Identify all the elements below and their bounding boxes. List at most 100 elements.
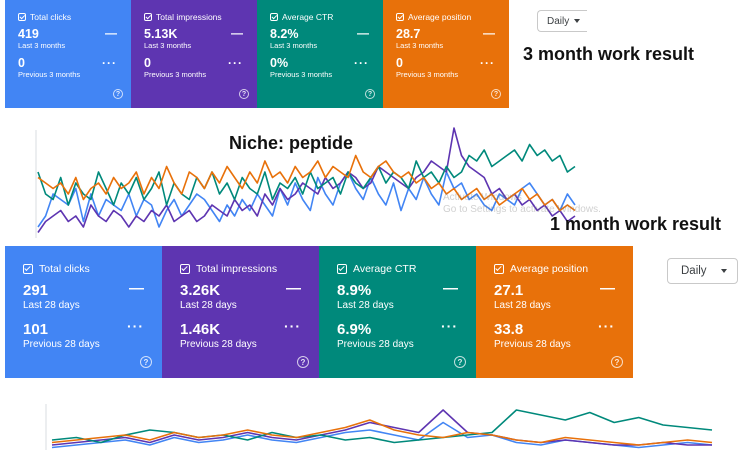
dashed-line-legend-icon: ···	[228, 56, 243, 70]
checkbox-checked-icon[interactable]	[337, 264, 347, 274]
performance-panel-28-days: Total clicks 291 Last 28 days 101 Previo…	[0, 240, 750, 450]
card-label: Total clicks	[39, 263, 90, 275]
card-period: Last 3 months	[18, 41, 66, 50]
card-label: Average position	[408, 12, 472, 22]
card-period: Last 3 months	[270, 41, 318, 50]
dashed-line-legend-icon: ···	[102, 56, 117, 70]
solid-line-legend-icon: —	[286, 280, 301, 297]
dashed-line-legend-icon: ···	[284, 318, 301, 334]
solid-line-legend-icon: —	[600, 280, 615, 297]
dashed-line-legend-icon: ···	[354, 56, 369, 70]
card-value: 419	[18, 27, 39, 41]
date-granularity-dropdown[interactable]: Daily	[667, 258, 738, 284]
help-icon[interactable]: ?	[239, 89, 249, 99]
dashed-line-legend-icon: ···	[441, 318, 458, 334]
card-period: Last 3 months	[396, 41, 444, 50]
annotation-1-month-result: 1 month work result	[550, 214, 722, 234]
card-period: Last 28 days	[23, 300, 80, 311]
series-line-impressions	[37, 127, 576, 233]
help-icon[interactable]: ?	[454, 356, 466, 368]
caret-down-icon	[574, 19, 580, 23]
metric-cards-28-days: Total clicks 291 Last 28 days 101 Previo…	[5, 246, 633, 378]
dropdown-value: Daily	[547, 15, 570, 27]
card-value: 5.13K	[144, 27, 178, 41]
card-total-clicks[interactable]: Total clicks 291 Last 28 days 101 Previo…	[5, 246, 162, 378]
card-prev-value: 0	[396, 56, 403, 70]
annotation-niche: Niche: peptide	[229, 133, 354, 153]
series-line-clicks	[37, 171, 576, 228]
help-icon[interactable]: ?	[365, 89, 375, 99]
solid-line-legend-icon: —	[129, 280, 144, 297]
card-prev-value: 1.46K	[180, 321, 221, 338]
card-average-ctr[interactable]: Average CTR 8.9% Last 28 days 6.9% Previ…	[319, 246, 476, 378]
card-value: 3.26K	[180, 282, 221, 299]
annotation-3-month-result: 3 month work result	[523, 44, 695, 64]
help-icon[interactable]: ?	[297, 356, 309, 368]
checkbox-checked-icon[interactable]	[23, 264, 33, 274]
card-prev-period: Previous 28 days	[494, 339, 571, 350]
solid-line-legend-icon: —	[231, 26, 243, 40]
card-label: Average position	[510, 263, 589, 275]
card-period: Last 28 days	[337, 300, 394, 311]
card-prev-period: Previous 3 months	[18, 70, 81, 79]
checkbox-checked-icon[interactable]	[494, 264, 504, 274]
dropdown-value: Daily	[681, 265, 707, 277]
card-prev-value: 0	[18, 56, 25, 70]
card-value: 8.2%	[270, 27, 299, 41]
card-label: Total clicks	[30, 12, 72, 22]
checkbox-checked-icon[interactable]	[144, 13, 152, 21]
card-average-position[interactable]: Average position 28.7 Last 3 months 0 Pr…	[383, 0, 509, 108]
date-granularity-dropdown[interactable]: Daily	[537, 10, 587, 32]
performance-chart-28-days	[45, 404, 713, 450]
help-icon[interactable]: ?	[611, 356, 623, 368]
windows-activation-watermark: Activate Windows Go to Settings to activ…	[443, 192, 601, 216]
card-prev-value: 0	[144, 56, 151, 70]
card-label: Total impressions	[156, 12, 222, 22]
card-prev-period: Previous 28 days	[23, 339, 100, 350]
watermark-line2: Go to Settings to activate Windows.	[443, 204, 601, 215]
dashed-line-legend-icon: ···	[598, 318, 615, 334]
card-period: Last 3 months	[144, 41, 192, 50]
solid-line-legend-icon: —	[443, 280, 458, 297]
checkbox-checked-icon[interactable]	[180, 264, 190, 274]
card-period: Last 28 days	[180, 300, 237, 311]
series-line-clicks	[51, 421, 713, 449]
help-icon[interactable]: ?	[491, 89, 501, 99]
watermark-line1: Activate Windows	[443, 192, 522, 203]
solid-line-legend-icon: —	[483, 26, 495, 40]
card-total-clicks[interactable]: Total clicks 419 Last 3 months 0 Previou…	[5, 0, 131, 108]
card-value: 27.1	[494, 282, 524, 299]
card-average-ctr[interactable]: Average CTR 8.2% Last 3 months 0% Previo…	[257, 0, 383, 108]
series-line-ctr	[37, 143, 576, 206]
series-line-position	[37, 154, 576, 212]
checkbox-checked-icon[interactable]	[270, 13, 278, 21]
card-prev-period: Previous 3 months	[270, 70, 333, 79]
card-prev-value: 33.8	[494, 321, 524, 338]
card-prev-period: Previous 28 days	[180, 339, 257, 350]
performance-panel-3-months: Total clicks 419 Last 3 months 0 Previou…	[0, 0, 750, 240]
card-prev-value: 0%	[270, 56, 289, 70]
card-label: Total impressions	[196, 263, 278, 275]
help-icon[interactable]: ?	[113, 89, 123, 99]
card-total-impressions[interactable]: Total impressions 3.26K Last 28 days 1.4…	[162, 246, 319, 378]
card-average-position[interactable]: Average position 27.1 Last 28 days 33.8 …	[476, 246, 633, 378]
caret-down-icon	[721, 269, 727, 273]
card-period: Last 28 days	[494, 300, 551, 311]
metric-cards-3-months: Total clicks 419 Last 3 months 0 Previou…	[5, 0, 509, 108]
card-value: 8.9%	[337, 282, 372, 299]
solid-line-legend-icon: —	[357, 26, 369, 40]
dashed-line-legend-icon: ···	[480, 56, 495, 70]
card-prev-value: 6.9%	[337, 321, 372, 338]
card-value: 291	[23, 282, 49, 299]
card-prev-period: Previous 28 days	[337, 339, 414, 350]
checkbox-checked-icon[interactable]	[18, 13, 26, 21]
performance-chart-3-months	[35, 127, 576, 238]
card-prev-period: Previous 3 months	[396, 70, 459, 79]
solid-line-legend-icon: —	[105, 26, 117, 40]
card-total-impressions[interactable]: Total impressions 5.13K Last 3 months 0 …	[131, 0, 257, 108]
series-line-position	[51, 419, 713, 446]
checkbox-checked-icon[interactable]	[396, 13, 404, 21]
help-icon[interactable]: ?	[140, 356, 152, 368]
card-prev-period: Previous 3 months	[144, 70, 207, 79]
card-value: 28.7	[396, 27, 421, 41]
